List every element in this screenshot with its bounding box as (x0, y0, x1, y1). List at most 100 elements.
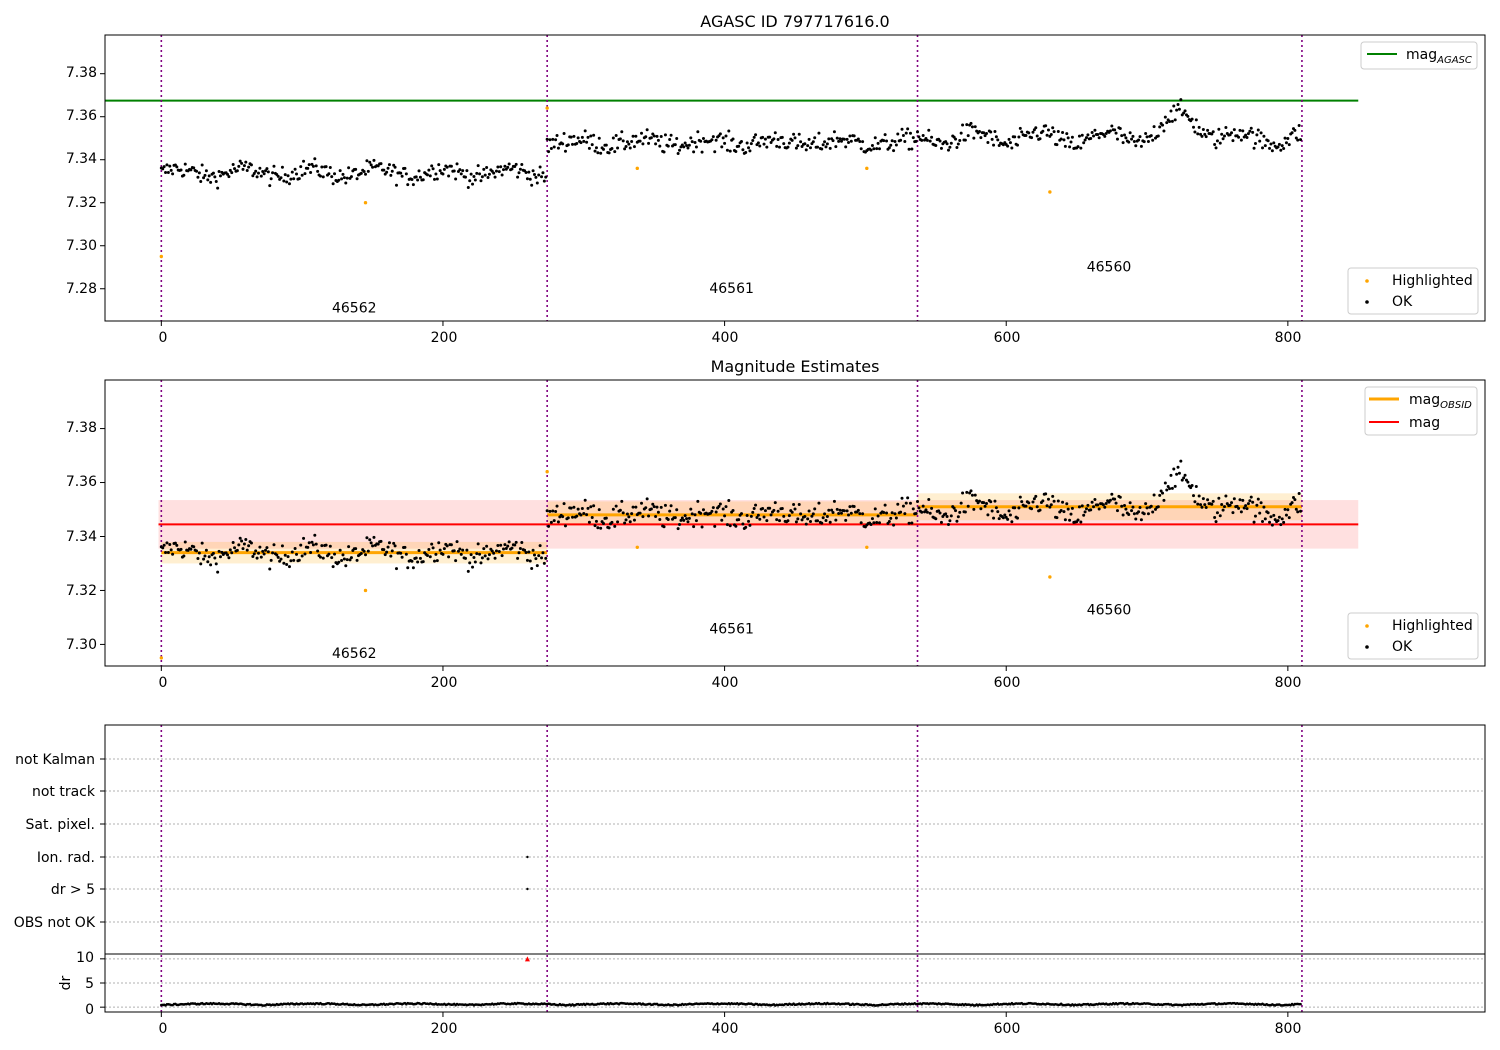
ok-point (430, 542, 434, 546)
ok-point (428, 174, 432, 178)
ok-point (545, 509, 549, 513)
ok-point (1232, 128, 1236, 132)
x-tick-label: 200 (431, 330, 458, 346)
ok-point (959, 131, 963, 135)
ok-point (430, 164, 434, 168)
ok-point (218, 174, 222, 178)
ok-point (585, 140, 589, 144)
ok-point (948, 145, 952, 149)
panel-estimates-title: Magnitude Estimates (711, 357, 880, 376)
ok-point (1051, 126, 1055, 130)
ok-point (601, 147, 605, 151)
ok-point (1239, 510, 1243, 514)
ok-point (739, 512, 743, 516)
ok-point (585, 513, 589, 517)
ok-point (1203, 503, 1207, 507)
ok-point (547, 524, 551, 528)
ok-point (1253, 514, 1257, 518)
ok-point (1199, 503, 1203, 507)
ok-point (1253, 141, 1257, 145)
ok-point (499, 543, 503, 547)
obsid-label: 46560 (1087, 260, 1132, 276)
ok-point (287, 565, 291, 569)
ok-point (431, 167, 435, 171)
ok-point (1283, 507, 1287, 511)
ok-point (371, 165, 375, 169)
ok-point (599, 151, 603, 155)
ok-point (235, 169, 239, 173)
ok-point (264, 548, 268, 552)
ok-point (496, 165, 500, 169)
ok-point (869, 148, 873, 152)
ok-point (487, 172, 491, 176)
ok-point (889, 516, 893, 520)
ok-point (587, 520, 591, 524)
ok-point (796, 517, 800, 521)
ok-point (1120, 134, 1124, 138)
ok-point (1146, 140, 1150, 144)
panel-flags-category-labels: not Kalman not track Sat. pixel. Ion. ra… (14, 752, 96, 931)
ok-point (1049, 503, 1053, 507)
ok-point (1082, 513, 1086, 517)
y-tick-label: 7.38 (66, 65, 97, 81)
ok-point (1151, 510, 1155, 514)
ok-point (527, 550, 531, 554)
ok-point (556, 520, 560, 524)
ok-point (849, 139, 853, 143)
ok-point (571, 515, 575, 519)
ok-point (821, 143, 825, 147)
ok-point (655, 505, 659, 509)
ok-point (406, 566, 410, 570)
ok-point (1214, 146, 1218, 150)
ok-point (1284, 513, 1288, 517)
ok-point (1070, 506, 1074, 510)
ok-point (1070, 135, 1074, 139)
ok-point (382, 548, 386, 552)
ok-point (990, 137, 994, 141)
ok-point (1204, 135, 1208, 139)
ok-point (1196, 132, 1200, 136)
ok-point (904, 501, 908, 505)
ok-point (452, 549, 456, 553)
ok-point (492, 171, 496, 175)
ok-point (701, 508, 705, 512)
ok-point (734, 524, 738, 528)
ok-point (327, 172, 331, 176)
ok-point (847, 141, 851, 145)
ok-point (410, 559, 414, 563)
ok-point (369, 163, 373, 167)
ok-point (579, 141, 583, 145)
ok-point (625, 512, 629, 516)
ok-point (280, 544, 284, 548)
ok-point (955, 519, 959, 523)
ok-point (1062, 138, 1066, 142)
ok-point (290, 550, 294, 554)
ok-point (338, 548, 342, 552)
ok-point (554, 509, 558, 513)
ok-point (333, 552, 337, 556)
ok-point (590, 516, 594, 520)
ok-point (189, 168, 193, 172)
ok-point (313, 533, 317, 537)
ok-point (894, 516, 898, 520)
ok-point (403, 545, 407, 549)
ok-point (399, 171, 403, 175)
ok-point (906, 127, 910, 131)
ok-point (861, 140, 865, 144)
ok-point (455, 540, 459, 544)
ok-point (1176, 103, 1180, 107)
ok-point (200, 541, 204, 545)
ok-point (1179, 459, 1183, 463)
ok-point (989, 130, 993, 134)
ok-point (447, 555, 451, 559)
ok-point (483, 173, 487, 177)
ok-point (1183, 473, 1187, 477)
ok-point (640, 131, 644, 135)
ok-point (786, 519, 790, 523)
obsid-label: 46562 (332, 646, 377, 662)
ok-point (269, 558, 273, 562)
ok-point (309, 550, 313, 554)
dr-point (1299, 1002, 1302, 1006)
ok-point (278, 559, 282, 563)
ok-point (689, 507, 693, 511)
